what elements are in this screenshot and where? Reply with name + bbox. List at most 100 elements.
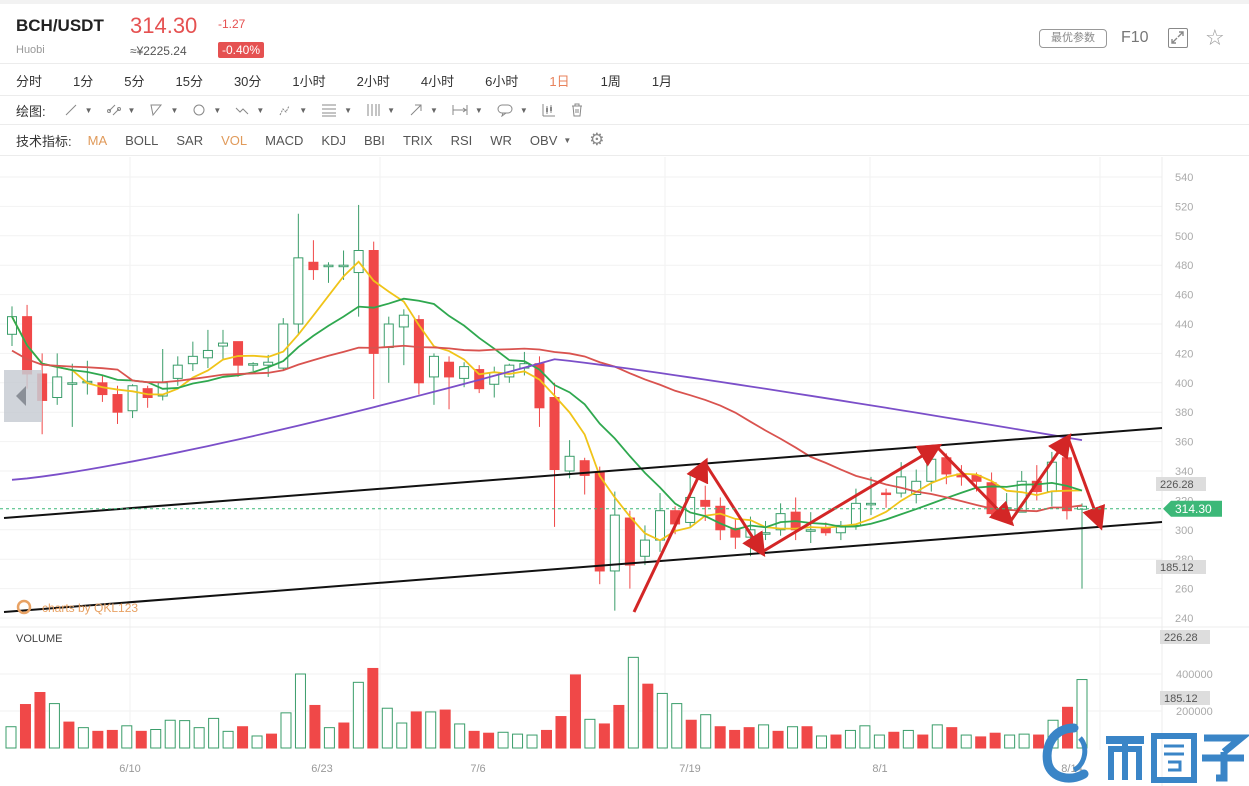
- best-params-button[interactable]: 最优参数: [1039, 29, 1107, 48]
- scroll-left-handle[interactable]: [4, 370, 42, 422]
- volume-bar: [410, 711, 422, 749]
- arrow-tool-icon[interactable]: ▼: [409, 103, 438, 117]
- channel-upper-line[interactable]: [3, 427, 1163, 519]
- period-tab-8[interactable]: 6小时: [485, 73, 519, 89]
- more-indicators-caret-icon[interactable]: ▼: [563, 135, 572, 145]
- period-tab-6[interactable]: 2小时: [356, 73, 390, 89]
- candle: [1077, 503, 1087, 589]
- circle-tool-icon[interactable]: ▼: [192, 103, 221, 117]
- candle-style-tool-icon[interactable]: [542, 103, 556, 117]
- pattern-tool-icon[interactable]: ▼: [278, 103, 307, 117]
- header: BCH/USDT Huobi 314.30 ≈¥2225.24 -1.27 -0…: [0, 0, 1249, 64]
- volume-bar: [439, 709, 451, 749]
- candle: [564, 440, 575, 479]
- indicators-label: 技术指标:: [16, 133, 72, 149]
- volume-bar: [208, 717, 220, 749]
- price-chart[interactable]: 5405205004804604404204003803603403203002…: [0, 157, 1249, 786]
- volume-bar: [1033, 734, 1045, 749]
- volume-bar: [483, 732, 495, 749]
- volume-bar: [251, 735, 263, 749]
- indicator-boll[interactable]: BOLL: [125, 132, 159, 148]
- volume-bar: [830, 734, 842, 749]
- volume-bar: [121, 725, 133, 749]
- volume-bar: [729, 729, 741, 749]
- candle: [730, 519, 741, 549]
- period-tab-7[interactable]: 4小时: [420, 73, 455, 89]
- indicator-toolbar: 技术指标: MA BOLL SAR VOL MACD KDJ BBI TRIX RSI WR OBV…: [0, 125, 1249, 156]
- period-tab-5[interactable]: 1小时: [292, 73, 326, 89]
- line-tool-icon[interactable]: ▼: [64, 103, 93, 117]
- volume-bar: [555, 716, 567, 749]
- f10-button[interactable]: F10: [1121, 29, 1149, 46]
- candle: [127, 384, 138, 419]
- period-tab-10[interactable]: 1周: [600, 73, 621, 89]
- svg-text:260: 260: [1175, 584, 1193, 596]
- indicator-macd[interactable]: MACD: [265, 132, 304, 148]
- favorite-star-icon[interactable]: ☆: [1205, 25, 1225, 50]
- period-tab-11[interactable]: 1月: [651, 73, 673, 89]
- indicator-kdj[interactable]: KDJ: [321, 132, 346, 148]
- volume-bar: [237, 726, 249, 749]
- period-tab-1[interactable]: 1分: [73, 73, 94, 89]
- volume-bar: [989, 732, 1001, 749]
- volume-bar: [294, 673, 306, 749]
- ma10-line: [11, 297, 1083, 531]
- indicator-vol[interactable]: VOL: [221, 132, 248, 148]
- volume-bar: [584, 718, 596, 749]
- text-label-tool-icon[interactable]: ▼: [497, 103, 528, 117]
- volume-bar: [266, 733, 278, 749]
- indicator-trix[interactable]: TRIX: [402, 132, 433, 148]
- fibonacci-tool-icon[interactable]: ▼: [321, 103, 352, 117]
- period-tab-0[interactable]: 分时: [16, 73, 43, 89]
- wave-tool-icon[interactable]: ▼: [235, 103, 264, 117]
- volume-bar: [569, 674, 581, 749]
- svg-text:480: 480: [1175, 260, 1193, 272]
- volume-bar: [468, 730, 480, 749]
- indicator-sar[interactable]: SAR: [176, 132, 204, 148]
- range-tool-icon[interactable]: ▼: [452, 103, 483, 117]
- candle: [142, 385, 153, 408]
- svg-text:380: 380: [1175, 407, 1193, 419]
- volume-bar: [1018, 733, 1030, 749]
- volume-bar: [743, 727, 755, 749]
- trend-arrow: [703, 462, 766, 558]
- indicator-ma[interactable]: MA: [87, 132, 108, 148]
- exchange-name: Huobi: [16, 44, 45, 56]
- indicator-obv[interactable]: OBV: [529, 132, 558, 148]
- trend-arrow: [1008, 433, 1072, 523]
- period-tab-9[interactable]: 1日: [549, 73, 570, 89]
- candle: [202, 329, 213, 369]
- svg-text:400000: 400000: [1176, 669, 1213, 681]
- volume-bar: [512, 733, 524, 749]
- period-tab-2[interactable]: 5分: [124, 73, 145, 89]
- svg-text:226.28: 226.28: [1164, 632, 1198, 644]
- x-axis-tick: 7/19: [679, 763, 700, 775]
- parallel-line-tool-icon[interactable]: ▼: [106, 103, 135, 117]
- svg-text:charts by QKL123: charts by QKL123: [42, 601, 138, 615]
- volume-label-low: 185.12: [1160, 691, 1210, 705]
- volume-bar: [179, 720, 191, 749]
- svg-text:520: 520: [1175, 201, 1193, 213]
- indicator-bbi[interactable]: BBI: [363, 132, 385, 148]
- chart-watermark: charts by QKL123: [16, 599, 138, 615]
- volume-bar: [338, 722, 350, 749]
- polygon-tool-icon[interactable]: ▼: [149, 103, 178, 117]
- candle: [248, 362, 259, 372]
- vertical-lines-tool-icon[interactable]: ▼: [366, 103, 395, 117]
- candle: [97, 375, 108, 402]
- period-tab-4[interactable]: 30分: [233, 73, 262, 89]
- volume-bar: [106, 729, 118, 749]
- fullscreen-icon[interactable]: [1168, 28, 1188, 48]
- volume-bar: [48, 703, 60, 749]
- period-tab-3[interactable]: 15分: [175, 73, 203, 89]
- candle: [338, 250, 349, 280]
- volume-bar: [946, 727, 958, 749]
- svg-text:226.28: 226.28: [1160, 479, 1194, 491]
- volume-bar: [931, 724, 943, 749]
- settings-gear-icon[interactable]: ⚙: [589, 130, 605, 149]
- ma30-line: [11, 344, 1083, 513]
- channel-lower-line[interactable]: [3, 521, 1163, 613]
- indicator-wr[interactable]: WR: [490, 132, 512, 148]
- indicator-rsi[interactable]: RSI: [450, 132, 473, 148]
- trash-icon[interactable]: [570, 103, 584, 117]
